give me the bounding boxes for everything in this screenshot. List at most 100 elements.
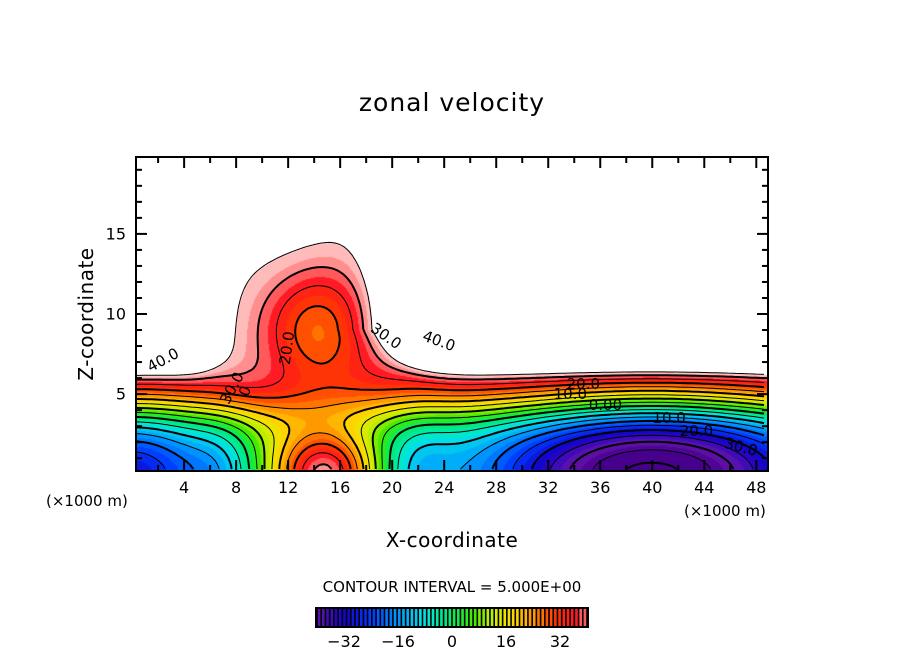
colorbar-stripe [448,609,452,626]
colorbar-stripe [490,609,494,626]
contour-line [135,424,765,470]
x-tick-label: 48 [746,478,767,497]
colorbar-stripe [507,609,511,626]
contour-line [135,394,765,470]
colorbar-stripe [575,609,578,626]
contour-label: 0.00 [588,396,623,415]
contour-line [135,397,765,470]
x-tick-label: 36 [590,478,611,497]
colorbar-stripe [351,609,355,626]
colorbar-stripe [376,609,380,626]
colorbar-stripe [431,609,435,626]
contour-line [549,434,754,470]
colorbar-stripe [389,609,393,626]
contour-line [136,285,765,470]
colorbar-stripe [478,609,481,626]
x-tick-label: 8 [231,478,242,497]
colorbar-stripe [381,609,384,626]
contour-lines [135,241,765,470]
y-axis-label: Z-coordinate [74,247,98,381]
colorbar-stripe [583,609,587,626]
colorbar-stripe [549,609,553,626]
contour-label: 10.0 [652,409,686,428]
colorbar-stripe [338,609,342,626]
colorbar-stripe [486,609,490,626]
colorbar-stripe [528,609,532,626]
y-tick-label: 5 [115,384,126,404]
colorbar-stripe [520,609,523,626]
y-tick-label: 15 [105,224,126,244]
filled-contour-field [136,157,768,471]
colorbar-stripe [503,609,507,626]
colorbar-stripe [440,609,443,626]
colorbar-stripe [499,609,502,626]
colorbar-stripe [473,609,477,626]
colorbar-stripe [444,609,447,626]
colorbar-stripe [435,609,439,626]
colorbar-stripe [368,609,372,626]
x-tick-label: 16 [329,478,351,497]
x-tick-label: 40 [642,478,663,497]
contour-line [136,241,765,376]
colorbar-stripe [406,609,410,626]
colorbar-stripe [322,609,325,626]
colorbar-stripe [452,609,456,626]
colorbar-stripe [516,609,519,626]
colorbar-tick-label: 16 [495,632,517,651]
x-tick-label: 4 [179,478,190,497]
contour-interval-label: CONTOUR INTERVAL = 5.000E+00 [322,578,582,596]
x-axis-label: X-coordinate [385,528,519,552]
colorbar-stripe [457,609,460,626]
colorbar-stripe [570,609,574,626]
x-unit-label-right: (×1000 m) [684,502,766,520]
colorbar-stripe [579,609,582,626]
colorbar-stripe [554,609,557,626]
colorbar-stripe [427,609,431,626]
colorbar-stripe [461,609,464,626]
colorbar-stripe [393,609,397,626]
colorbar-stripe [397,609,401,626]
x-tick-label: 20 [381,478,403,497]
contour-label: 20.0 [679,421,714,440]
colorbar-stripe [541,609,545,626]
colorbar-stripe [414,609,418,626]
colorbar-stripe [511,609,515,626]
axis-ticks [136,157,768,471]
colorbar-stripe [532,609,536,626]
colorbar-stripe [372,609,376,626]
colorbar-stripe [423,609,426,626]
x-tick-label: 12 [277,478,299,497]
contour-line [135,409,765,470]
colorbar-tick-label: 32 [549,632,571,651]
colorbar-tick-label: −32 [327,632,361,651]
colorbar-stripe [469,609,473,626]
colorbar-stripe [537,609,540,626]
contour-line [135,401,765,470]
contour-line [135,416,765,470]
colorbar-tick-label: −16 [381,632,415,651]
colorbar-stripe [562,609,566,626]
colorbar-stripe [558,609,561,626]
colorbar-stripe [465,609,469,626]
colorbar-stripe [482,609,485,626]
colorbar-stripe [359,609,363,626]
contour-line [569,440,735,470]
contour-label: 10.0 [553,385,588,404]
colorbar-stripe [545,609,549,626]
colorbar-stripe [410,609,414,626]
colorbar-stripe [566,609,570,626]
colorbar-stripe [524,609,528,626]
colorbar-stripe [419,609,422,626]
colorbar-stripe [402,609,405,626]
colorbar-stripe [343,609,346,626]
x-unit-label-left: (×1000 m) [46,492,128,510]
chart-title: zonal velocity [358,88,546,117]
colorbar-stripe [385,609,388,626]
x-tick-label: 24 [434,478,455,497]
contour-line [136,305,765,470]
colorbar-stripe [355,609,359,626]
colorbar-stripe [330,609,334,626]
colorbar-stripe [326,609,329,626]
x-tick-label: 44 [694,478,715,497]
